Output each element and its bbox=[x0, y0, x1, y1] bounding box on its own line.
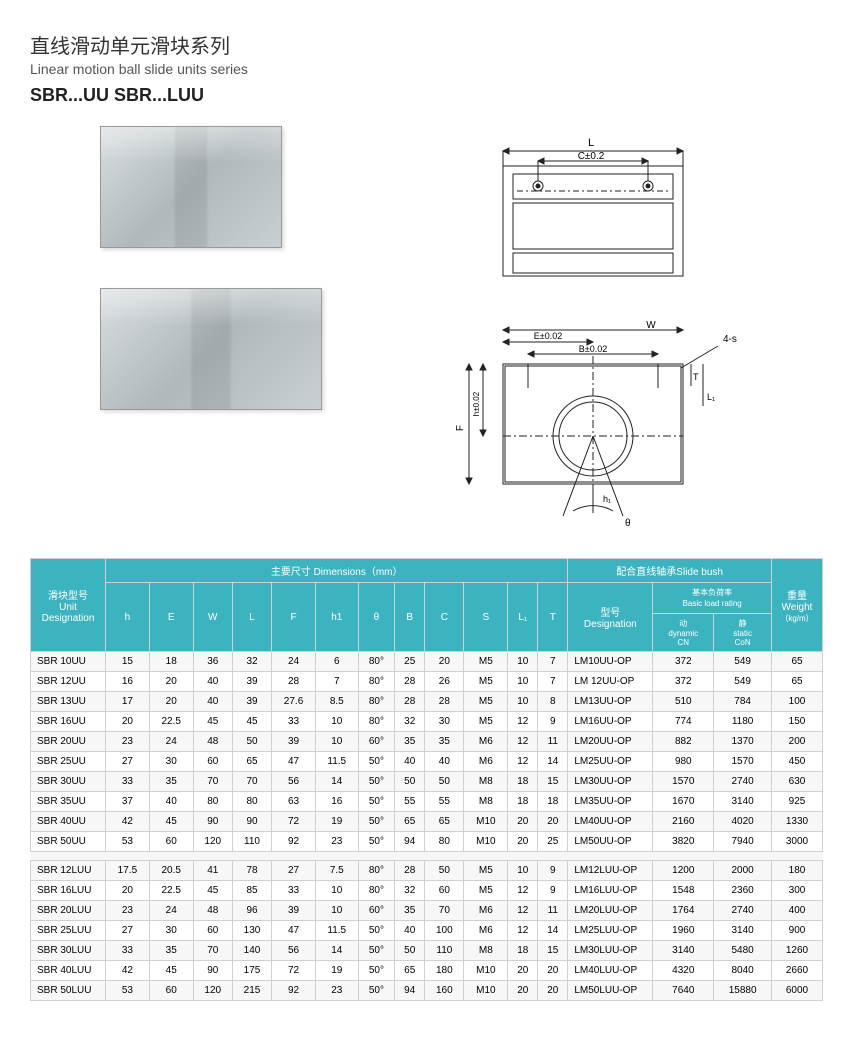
svg-text:T: T bbox=[693, 372, 699, 382]
col-dimensions-group: 主要尺寸 Dimensions（mm） bbox=[106, 559, 568, 583]
table-row: SBR 10UU1518363224680°2520M5107LM10UU-OP… bbox=[31, 652, 823, 672]
row-designation: SBR 13UU bbox=[31, 692, 106, 712]
svg-text:L₁: L₁ bbox=[707, 392, 715, 402]
svg-text:θ: θ bbox=[625, 518, 631, 529]
col-slidebush-group: 配合直线轴承Slide bush bbox=[568, 559, 772, 583]
title-en: Linear motion ball slide units series bbox=[30, 61, 823, 77]
table-row: SBR 12UU1620403928780°2826M5107LM 12UU-O… bbox=[31, 672, 823, 692]
row-designation: SBR 40UU bbox=[31, 812, 106, 832]
table-row: SBR 40LUU424590175721950°65180M102020LM4… bbox=[31, 961, 823, 981]
svg-text:F: F bbox=[455, 425, 466, 431]
row-designation: SBR 12LUU bbox=[31, 861, 106, 881]
table-row: SBR 20LUU23244896391060°3570M61211LM20LU… bbox=[31, 901, 823, 921]
table-body-uu: SBR 10UU1518363224680°2520M5107LM10UU-OP… bbox=[31, 652, 823, 852]
row-designation: SBR 50LUU bbox=[31, 981, 106, 1001]
col-designation-en2: Designation bbox=[42, 613, 95, 624]
svg-text:B±0.02: B±0.02 bbox=[578, 344, 606, 354]
model-designators: SBR...UU SBR...LUU bbox=[30, 85, 823, 106]
table-row: SBR 16UU2022.54545331080°3230M5129LM16UU… bbox=[31, 712, 823, 732]
svg-text:h±0.02: h±0.02 bbox=[472, 391, 481, 416]
table-row: SBR 16LUU2022.54585331080°3260M5129LM16L… bbox=[31, 881, 823, 901]
technical-diagrams: L C±0.2 bbox=[362, 126, 823, 546]
row-designation: SBR 20UU bbox=[31, 732, 106, 752]
table-row: SBR 20UU23244850391060°3535M61211LM20UU-… bbox=[31, 732, 823, 752]
col-designation-en1: Unit bbox=[59, 602, 77, 613]
product-photos bbox=[30, 126, 322, 546]
svg-text:W: W bbox=[646, 320, 656, 331]
row-designation: SBR 20LUU bbox=[31, 901, 106, 921]
table-row: SBR 35UU37408080631650°5555M81818LM35UU-… bbox=[31, 792, 823, 812]
row-designation: SBR 16UU bbox=[31, 712, 106, 732]
top-section: L C±0.2 bbox=[30, 126, 823, 546]
row-designation: SBR 25UU bbox=[31, 752, 106, 772]
table-row: SBR 40UU42459090721950°6565M102020LM40UU… bbox=[31, 812, 823, 832]
row-designation: SBR 35UU bbox=[31, 792, 106, 812]
table-row: SBR 12LUU17.520.54178277.580°2850M5109LM… bbox=[31, 861, 823, 881]
product-photo-long bbox=[100, 288, 322, 410]
table-row: SBR 50UU5360120110922350°9480M102025LM50… bbox=[31, 832, 823, 852]
diagram-front-view: E±0.02 W 4-s B±0.02 F h±0.02 T L₁ h₁ θ bbox=[433, 316, 753, 546]
table-row: SBR 30UU33357070561450°5050M81815LM30UU-… bbox=[31, 772, 823, 792]
row-designation: SBR 40LUU bbox=[31, 961, 106, 981]
table-row: SBR 25UU273060654711.550°4040M61214LM25U… bbox=[31, 752, 823, 772]
table-body-luu: SBR 12LUU17.520.54178277.580°2850M5109LM… bbox=[31, 861, 823, 1001]
row-designation: SBR 10UU bbox=[31, 652, 106, 672]
svg-text:4-s: 4-s bbox=[723, 334, 737, 345]
dimensions-table: 滑块型号 Unit Designation 主要尺寸 Dimensions（mm… bbox=[30, 558, 823, 1001]
table-row: SBR 30LUU333570140561450°50110M81815LM30… bbox=[31, 941, 823, 961]
row-designation: SBR 50UU bbox=[31, 832, 106, 852]
svg-text:h₁: h₁ bbox=[603, 494, 611, 504]
svg-text:C±0.2: C±0.2 bbox=[577, 151, 604, 162]
row-designation: SBR 12UU bbox=[31, 672, 106, 692]
diagram-top-view: L C±0.2 bbox=[463, 126, 723, 296]
title-cn: 直线滑动单元滑块系列 bbox=[30, 30, 823, 59]
row-designation: SBR 30LUU bbox=[31, 941, 106, 961]
table-row: SBR 50LUU5360120215922350°94160M102020LM… bbox=[31, 981, 823, 1001]
row-designation: SBR 16LUU bbox=[31, 881, 106, 901]
table-row: SBR 25LUU2730601304711.550°40100M61214LM… bbox=[31, 921, 823, 941]
row-designation: SBR 25LUU bbox=[31, 921, 106, 941]
svg-text:E±0.02: E±0.02 bbox=[533, 331, 561, 341]
svg-text:L: L bbox=[587, 137, 593, 149]
table-row: SBR 13UU1720403927.68.580°2828M5108LM13U… bbox=[31, 692, 823, 712]
row-designation: SBR 30UU bbox=[31, 772, 106, 792]
product-photo-short bbox=[100, 126, 282, 248]
col-designation-cn: 滑块型号 bbox=[48, 591, 88, 602]
